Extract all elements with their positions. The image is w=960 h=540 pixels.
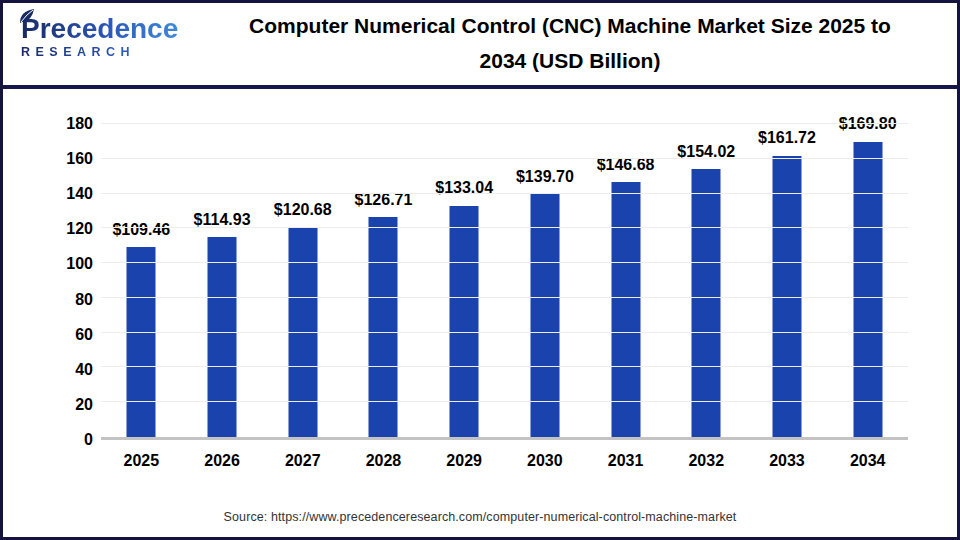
precedence-logo: Precedence RESEARCH xyxy=(21,15,186,59)
value-label: $161.72 xyxy=(758,129,816,147)
header: Precedence RESEARCH Computer Numerical C… xyxy=(3,3,957,89)
value-label: $120.68 xyxy=(274,201,332,219)
x-tick-label: 2027 xyxy=(262,452,343,470)
x-tick-label: 2034 xyxy=(827,452,908,470)
y-tick-label: 180 xyxy=(23,115,93,133)
logo-brand-text: Precedence xyxy=(21,13,178,44)
bar-slot: $126.71 xyxy=(343,124,424,437)
logo-research-text: RESEARCH xyxy=(21,45,186,59)
y-tick-label: 80 xyxy=(23,291,93,309)
gridline xyxy=(101,123,908,124)
bar-2029 xyxy=(450,206,479,437)
bar-slot: $133.04 xyxy=(424,124,505,437)
bar-2028 xyxy=(369,217,398,437)
gridline xyxy=(101,227,908,228)
leaf-icon xyxy=(19,8,35,24)
bar-2032 xyxy=(692,169,721,437)
bar-slot: $120.68 xyxy=(262,124,343,437)
bar-slot: $161.72 xyxy=(747,124,828,437)
source-line: Source: https://www.precedenceresearch.c… xyxy=(3,497,957,537)
x-tick-label: 2032 xyxy=(666,452,747,470)
infographic-page: Precedence RESEARCH Computer Numerical C… xyxy=(0,0,960,540)
bar-slot: $146.68 xyxy=(585,124,666,437)
value-label: $133.04 xyxy=(435,179,493,197)
x-tick-label: 2026 xyxy=(182,452,263,470)
bar-2026 xyxy=(208,237,237,437)
bar-2025 xyxy=(127,247,156,437)
x-tick-label: 2025 xyxy=(101,452,182,470)
y-tick-label: 120 xyxy=(23,220,93,238)
x-tick-label: 2031 xyxy=(585,452,666,470)
bar-2031 xyxy=(611,182,640,437)
x-tick-label: 2033 xyxy=(747,452,828,470)
y-tick-label: 160 xyxy=(23,150,93,168)
y-tick-label: 0 xyxy=(23,431,93,449)
bar-2034 xyxy=(853,142,882,437)
bars-container: $109.46 $114.93 $120.68 $126.71 $133.04 $139.… xyxy=(101,124,908,437)
bar-slot: $169.80 xyxy=(827,124,908,437)
bar-slot: $109.46 xyxy=(101,124,182,437)
chart-title: Computer Numerical Control (CNC) Machine… xyxy=(183,9,957,78)
plot-area: $109.46 $114.93 $120.68 $126.71 $133.04 $139.… xyxy=(101,124,908,440)
y-tick-label: 100 xyxy=(23,255,93,273)
bar-chart: 020406080100120140160180 $109.46$114.93$… xyxy=(3,89,957,491)
value-label: $109.46 xyxy=(112,221,170,239)
gridline xyxy=(101,332,908,333)
gridline xyxy=(101,297,908,298)
y-tick-label: 140 xyxy=(23,185,93,203)
gridline xyxy=(101,366,908,367)
y-tick-label: 40 xyxy=(23,361,93,379)
bar-slot: $154.02 xyxy=(666,124,747,437)
y-tick-label: 20 xyxy=(23,396,93,414)
value-label: $139.70 xyxy=(516,168,574,186)
bar-slot: $114.93 xyxy=(182,124,263,437)
bar-slot: $139.70 xyxy=(505,124,586,437)
gridline xyxy=(101,262,908,263)
gridline xyxy=(101,401,908,402)
x-tick-label: 2028 xyxy=(343,452,424,470)
x-tick-label: 2029 xyxy=(424,452,505,470)
gridline xyxy=(101,158,908,159)
source-text: Source: https://www.precedenceresearch.c… xyxy=(224,510,737,524)
gridline xyxy=(101,193,908,194)
y-tick-label: 60 xyxy=(23,326,93,344)
y-axis-labels: 020406080100120140160180 xyxy=(23,124,93,440)
x-tick-label: 2030 xyxy=(505,452,586,470)
x-axis-labels: 2025202620272028202920302031203220332034 xyxy=(101,452,908,470)
